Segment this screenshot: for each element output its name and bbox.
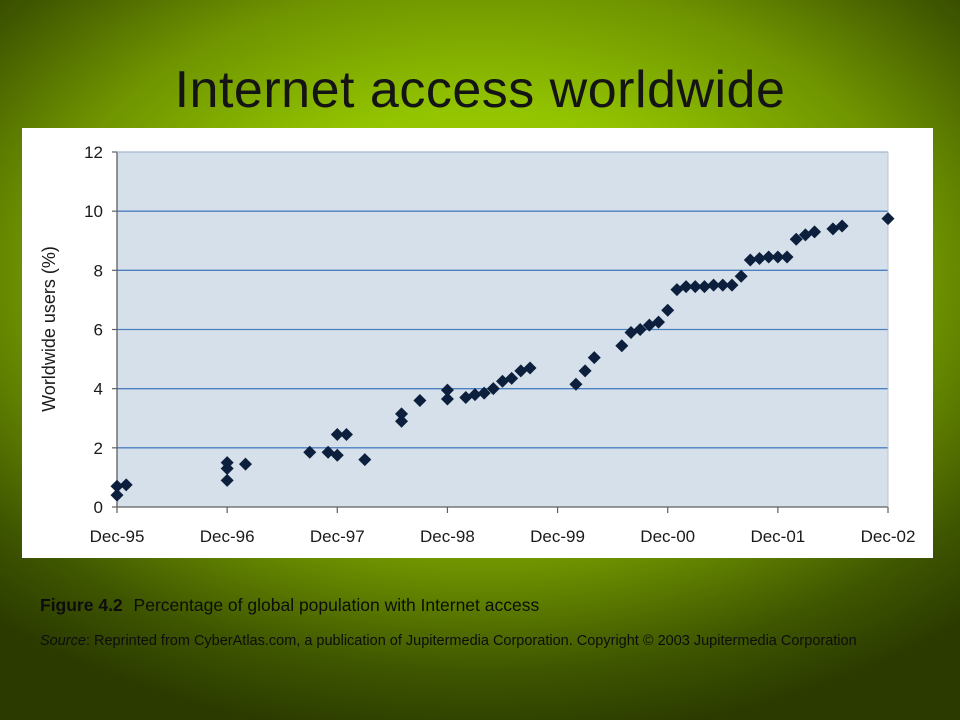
x-tick-label: Dec-01: [750, 527, 805, 546]
y-tick-label: 10: [84, 202, 103, 221]
axes: [116, 151, 889, 508]
data-point-marker: [652, 315, 666, 329]
data-point-marker: [395, 407, 409, 421]
data-point-marker: [440, 383, 454, 397]
data-point-marker: [220, 456, 234, 470]
data-point-marker: [835, 219, 849, 233]
data-point-marker: [339, 428, 353, 442]
data-point-marker: [762, 250, 776, 264]
data-point-marker: [569, 377, 583, 391]
data-point-marker: [220, 473, 234, 487]
data-point-marker: [808, 225, 822, 239]
data-point-marker: [395, 414, 409, 428]
data-point-marker: [330, 448, 344, 462]
data-point-marker: [633, 323, 647, 336]
y-tick-label: 8: [94, 261, 103, 280]
source-label: Source: [40, 633, 86, 649]
x-tick-label: Dec-99: [530, 527, 585, 546]
chart-panel: 0 2 4 6 8 10 12 Dec-95 Dec-96 Dec-97 Dec-98 Dec-99…: [22, 128, 933, 558]
data-points: [110, 212, 895, 502]
data-point-marker: [624, 325, 638, 339]
data-point-marker: [303, 445, 317, 459]
data-point-marker: [587, 351, 601, 365]
data-point-marker: [881, 212, 895, 226]
data-point-marker: [615, 339, 629, 353]
data-point-marker: [753, 252, 766, 265]
data-point-marker: [707, 278, 721, 292]
data-point-marker: [505, 371, 519, 385]
y-tick-labels: 0 2 4 6 8 10 12: [84, 143, 103, 517]
data-point-marker: [780, 250, 794, 264]
data-point-marker: [330, 428, 344, 442]
data-point-marker: [734, 269, 748, 283]
y-tick-label: 4: [94, 380, 103, 399]
data-point-marker: [440, 392, 454, 406]
data-point-marker: [496, 374, 509, 388]
data-point-marker: [110, 479, 124, 493]
data-point-marker: [523, 361, 537, 375]
data-point-marker: [486, 382, 500, 396]
x-tick-label: Dec-95: [90, 527, 145, 546]
slide-title: Internet access worldwide: [174, 61, 786, 119]
data-point-marker: [239, 457, 252, 471]
figure-number: Figure 4.2: [40, 595, 123, 615]
data-point-marker: [468, 388, 482, 402]
figure-caption: Figure 4.2 Percentage of global populati…: [40, 595, 920, 616]
data-point-marker: [789, 232, 803, 246]
data-point-marker: [743, 253, 757, 267]
data-point-marker: [358, 453, 372, 467]
data-point-marker: [661, 303, 675, 317]
data-point-marker: [477, 386, 491, 400]
x-tick-label: Dec-96: [200, 527, 255, 546]
scatter-chart: 0 2 4 6 8 10 12 Dec-95 Dec-96 Dec-97 Dec-98 Dec-99…: [39, 143, 916, 546]
data-point-marker: [725, 278, 739, 292]
data-point-marker: [688, 280, 702, 294]
y-tick-label: 2: [94, 439, 103, 458]
data-point-marker: [119, 478, 133, 492]
y-tick-label: 12: [84, 143, 103, 162]
x-tick-label: Dec-98: [420, 527, 475, 546]
data-point-marker: [413, 394, 427, 407]
data-point-marker: [679, 280, 693, 294]
data-point-marker: [771, 250, 785, 264]
y-tick-label: 6: [94, 321, 103, 340]
data-point-marker: [578, 364, 592, 378]
x-tick-labels: Dec-95 Dec-96 Dec-97 Dec-98 Dec-99 Dec-00 Dec-…: [90, 507, 916, 546]
x-tick-label: Dec-97: [310, 527, 365, 546]
y-tick-label: 0: [94, 498, 103, 517]
data-point-marker: [110, 488, 124, 502]
source-note: Source: Reprinted from CyberAtlas.com, a…: [40, 631, 920, 652]
x-tick-label: Dec-02: [861, 527, 916, 546]
data-point-marker: [716, 278, 730, 292]
figure-caption-text: Percentage of global population with Int…: [133, 595, 540, 615]
data-point-marker: [826, 222, 840, 236]
data-point-marker: [514, 364, 528, 378]
source-text: : Reprinted from CyberAtlas.com, a publi…: [85, 633, 857, 649]
y-axis-title: Worldwide users (%): [39, 246, 59, 412]
data-point-marker: [697, 280, 711, 294]
x-tick-label: Dec-00: [640, 527, 695, 546]
